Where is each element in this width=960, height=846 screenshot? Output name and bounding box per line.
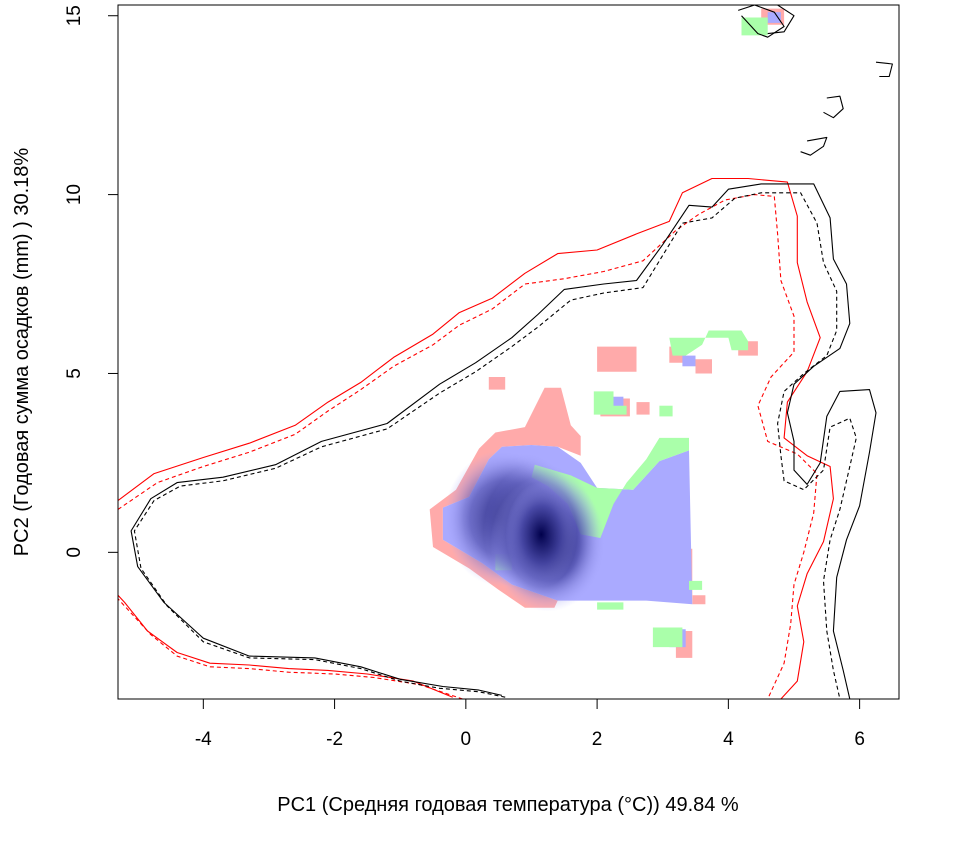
expansion-region-2 [593,391,627,415]
current-envelope-4 [823,95,844,119]
y-tick-label-1: 5 [64,368,85,379]
x-tick-label-1: -2 [326,729,343,750]
y-tick-label-2: 10 [64,184,85,205]
x-axis-title: PC1 (Средняя годовая температура (°C)) 4… [277,794,739,816]
current-envelope-2 [767,5,795,35]
x-tick-label-0: -4 [195,729,212,750]
y-tick-label-0: 0 [64,547,85,558]
future-envelope-1 [118,177,834,699]
y-axis-title: PC2 (Годовая сумма осадков (mm) ) 30.18% [11,148,33,557]
x-tick-label-4: 4 [723,729,734,750]
overlap-region-3 [682,355,696,367]
axis-ticks: -4 -2 0 2 4 6 0 5 10 15 [64,5,865,750]
stable-region-3 [488,377,506,390]
future-envelope-dashed-1 [118,194,818,699]
current-envelope-5 [800,136,828,156]
environment-contours [118,5,893,699]
expansion-region-8 [597,602,624,610]
overlap-region-4 [767,12,781,23]
expansion-region-0 [531,437,689,538]
x-tick-label-3: 2 [592,729,603,750]
y-tick-label-3: 15 [64,5,85,26]
x-tick-label-2: 0 [461,729,472,750]
x-tick-label-5: 6 [854,729,865,750]
current-envelope-0 [130,183,877,699]
expansion-region-1 [669,330,749,356]
stable-region-5 [597,346,637,372]
current-envelope-1 [738,5,785,38]
expansion-region-4 [652,627,683,648]
density-peak [505,481,578,587]
future-envelope-0 [118,594,453,698]
stable-region-7 [695,359,712,374]
current-envelope-dashed-0 [133,192,857,699]
current-envelope-3 [875,61,893,78]
niche-cells [429,8,785,658]
stable-region-4 [636,402,650,415]
expansion-region-7 [689,580,703,590]
expansion-region-3 [659,405,673,417]
future-envelope-dashed-0 [118,598,463,699]
expansion-region-5 [741,17,768,36]
stable-region-0 [429,387,581,608]
